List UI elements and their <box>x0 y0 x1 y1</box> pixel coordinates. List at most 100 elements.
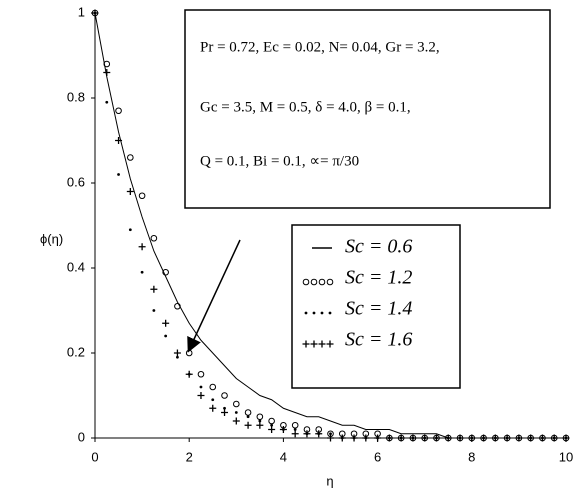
marker <box>315 430 323 438</box>
x-tick-label: 2 <box>186 449 193 464</box>
line <box>94 12 566 439</box>
marker <box>268 426 276 433</box>
marker <box>140 270 144 274</box>
marker <box>270 423 274 427</box>
marker <box>550 434 558 442</box>
marker <box>326 278 334 286</box>
marker <box>209 404 217 412</box>
marker <box>538 434 546 442</box>
marker <box>173 349 181 357</box>
marker <box>515 434 523 442</box>
marker <box>421 434 429 442</box>
marker <box>293 428 297 431</box>
marker <box>320 311 324 315</box>
marker <box>209 383 217 391</box>
marker <box>127 154 134 161</box>
marker <box>350 434 358 442</box>
marker <box>385 434 393 442</box>
marker <box>223 406 226 410</box>
marker <box>221 409 229 416</box>
legend-label: Sc = 1.2 <box>345 267 412 289</box>
marker <box>491 434 499 442</box>
marker <box>326 340 334 348</box>
marker <box>234 411 238 414</box>
x-tick-label: 8 <box>468 449 475 464</box>
marker <box>91 9 99 17</box>
marker <box>374 434 382 442</box>
marker <box>291 421 299 429</box>
marker <box>162 268 169 276</box>
y-tick-label: 0.6 <box>67 174 85 189</box>
marker <box>244 409 252 416</box>
legend-label: Sc = 1.4 <box>345 298 412 320</box>
marker <box>221 392 228 399</box>
marker <box>256 421 264 429</box>
marker <box>115 107 122 115</box>
marker <box>150 285 158 293</box>
marker <box>211 398 215 402</box>
x-tick-label: 4 <box>280 449 287 464</box>
marker <box>329 432 332 436</box>
marker <box>562 434 570 442</box>
marker <box>138 243 146 251</box>
marker <box>362 434 370 442</box>
marker <box>480 434 488 442</box>
marker <box>176 355 179 359</box>
marker <box>232 417 240 425</box>
marker <box>150 234 158 242</box>
marker <box>304 311 308 315</box>
marker <box>128 228 132 232</box>
marker <box>233 400 240 408</box>
marker <box>318 340 326 348</box>
marker <box>103 69 111 76</box>
arrow <box>187 239 241 353</box>
marker <box>115 137 123 144</box>
marker <box>174 302 181 310</box>
marker <box>244 421 252 429</box>
y-tick-label: 0.8 <box>67 89 85 104</box>
marker <box>256 413 264 421</box>
marker <box>268 417 275 425</box>
marker <box>310 340 318 348</box>
x-axis-label: η <box>326 473 333 488</box>
marker <box>291 430 299 438</box>
marker <box>303 430 311 438</box>
marker <box>503 434 511 442</box>
y-tick-label: 0.4 <box>67 259 85 274</box>
marker <box>105 100 109 104</box>
marker <box>328 311 332 315</box>
annotation: Pr = 0.72, Ec = 0.02, N= 0.04, Gr = 3.2, <box>200 39 440 55</box>
marker <box>185 370 193 378</box>
legend-label: Sc = 1.6 <box>345 329 412 351</box>
marker <box>444 434 452 442</box>
marker <box>246 415 250 419</box>
marker <box>527 434 535 442</box>
y-tick-label: 0.2 <box>67 344 85 359</box>
marker <box>310 278 318 286</box>
marker <box>318 278 326 286</box>
marker <box>126 188 134 195</box>
marker <box>185 349 193 357</box>
marker <box>279 426 287 433</box>
marker <box>197 392 205 399</box>
marker <box>197 370 205 378</box>
marker <box>302 340 310 348</box>
marker <box>312 311 316 315</box>
marker <box>338 434 346 442</box>
marker <box>162 319 170 327</box>
legend-box <box>291 224 461 389</box>
marker <box>397 434 405 442</box>
marker <box>258 419 262 423</box>
y-tick-label: 1 <box>78 4 85 19</box>
marker <box>432 434 440 442</box>
marker <box>199 385 203 389</box>
marker <box>302 278 310 286</box>
annotation: Q = 0.1, Bi = 0.1, ∝= π/30 <box>200 153 359 169</box>
parameter-box <box>184 9 551 209</box>
marker <box>409 434 417 442</box>
y-axis-label: ϕ(η) <box>40 231 63 246</box>
annotation: Gc = 3.5, M = 0.5, δ = 4.0, β = 0.1, <box>200 99 411 115</box>
marker <box>152 309 156 312</box>
marker <box>164 334 168 338</box>
